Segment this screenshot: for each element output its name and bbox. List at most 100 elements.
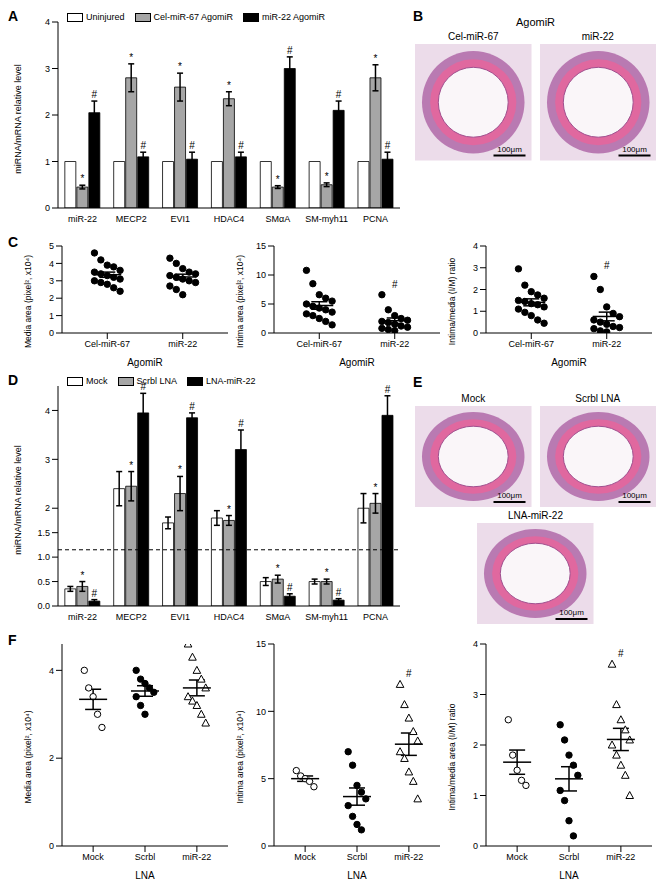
svg-text:Scrbl: Scrbl (559, 852, 580, 862)
svg-text:2: 2 (473, 285, 478, 295)
svg-text:miR-22: miR-22 (380, 339, 409, 349)
svg-text:*: * (178, 464, 182, 475)
svg-text:*: * (178, 61, 182, 72)
svg-text:miR-22: miR-22 (394, 852, 423, 862)
svg-text:#: # (238, 140, 244, 151)
svg-text:#: # (238, 418, 244, 429)
svg-text:#: # (604, 260, 610, 271)
svg-text:*: * (374, 53, 378, 64)
svg-text:100μm: 100μm (497, 145, 522, 154)
svg-text:miR-22: miR-22 (68, 612, 97, 622)
svg-text:Scrbl: Scrbl (347, 852, 368, 862)
svg-text:*: * (227, 504, 231, 515)
svg-text:1: 1 (473, 306, 478, 316)
svg-text:Intima/media area (I/M) ratio: Intima/media area (I/M) ratio (447, 703, 457, 810)
svg-text:miR-22: miR-22 (182, 852, 211, 862)
svg-text:miR-22: miR-22 (606, 852, 635, 862)
svg-text:#: # (287, 582, 293, 593)
svg-text:5: 5 (261, 774, 266, 784)
svg-text:PCNA: PCNA (363, 612, 388, 622)
svg-text:HDAC4: HDAC4 (214, 214, 245, 224)
svg-text:*: * (325, 171, 329, 182)
svg-text:3: 3 (473, 690, 478, 700)
svg-text:*: * (80, 173, 84, 184)
svg-text:#: # (92, 89, 98, 100)
svg-text:1.0: 1.0 (37, 552, 50, 562)
svg-text:HDAC4: HDAC4 (214, 612, 245, 622)
svg-text:3: 3 (45, 64, 50, 74)
svg-text:#: # (385, 384, 391, 395)
svg-text:3: 3 (49, 276, 54, 286)
svg-text:4: 4 (45, 17, 50, 27)
svg-text:#: # (287, 45, 293, 56)
svg-text:2: 2 (49, 293, 54, 303)
svg-text:4: 4 (49, 666, 54, 676)
svg-text:Scrbl: Scrbl (135, 852, 156, 862)
svg-text:4: 4 (49, 259, 54, 269)
svg-text:miRNA/mRNA relative level: miRNA/mRNA relative level (13, 64, 23, 174)
svg-text:Mock: Mock (82, 852, 104, 862)
svg-text:4: 4 (45, 406, 50, 416)
svg-text:3: 3 (473, 263, 478, 273)
svg-text:0: 0 (261, 328, 266, 338)
svg-text:100μm: 100μm (497, 491, 522, 500)
svg-text:15: 15 (256, 241, 266, 251)
svg-text:Intima/media (I/M) ratio: Intima/media (I/M) ratio (447, 258, 457, 346)
svg-text:#: # (140, 381, 146, 392)
svg-text:#: # (336, 587, 342, 598)
svg-text:*: * (227, 80, 231, 91)
svg-text:SM-myh11: SM-myh11 (305, 612, 348, 622)
svg-text:Cel-miR-67: Cel-miR-67 (297, 339, 343, 349)
svg-text:Mock: Mock (506, 852, 528, 862)
svg-text:miR-22: miR-22 (592, 339, 621, 349)
svg-text:0: 0 (261, 841, 266, 851)
svg-text:#: # (92, 588, 98, 599)
svg-text:miRNA/mRNA relative level: miRNA/mRNA relative level (13, 445, 23, 555)
svg-text:100μm: 100μm (622, 491, 647, 500)
svg-text:Intima area (pixel², x10⁴): Intima area (pixel², x10⁴) (235, 255, 245, 348)
svg-text:*: * (325, 567, 329, 578)
svg-text:0: 0 (473, 328, 478, 338)
svg-text:0: 0 (49, 841, 54, 851)
svg-text:0: 0 (45, 203, 50, 213)
svg-text:SMαA: SMαA (265, 612, 290, 622)
svg-text:*: * (80, 570, 84, 581)
svg-text:0: 0 (49, 328, 54, 338)
svg-text:#: # (189, 401, 195, 412)
svg-text:*: * (374, 482, 378, 493)
svg-text:AgomiR: AgomiR (339, 357, 375, 368)
svg-text:#: # (189, 140, 195, 151)
svg-text:Mock: Mock (294, 852, 316, 862)
svg-text:PCNA: PCNA (363, 214, 388, 224)
svg-text:LNA: LNA (559, 870, 579, 881)
svg-text:Intima area (pixel², x10⁴): Intima area (pixel², x10⁴) (235, 710, 245, 803)
svg-text:AgomiR: AgomiR (127, 357, 163, 368)
svg-text:2: 2 (45, 503, 50, 513)
svg-text:SM-myh11: SM-myh11 (305, 214, 348, 224)
svg-text:10: 10 (256, 270, 266, 280)
svg-text:#: # (618, 648, 624, 659)
svg-text:LNA: LNA (135, 870, 155, 881)
svg-text:1.5: 1.5 (37, 528, 50, 538)
svg-text:LNA: LNA (347, 870, 367, 881)
svg-text:1: 1 (49, 311, 54, 321)
svg-text:EVI1: EVI1 (170, 214, 190, 224)
svg-text:100μm: 100μm (622, 145, 647, 154)
svg-text:100μm: 100μm (559, 608, 584, 617)
svg-text:2: 2 (49, 753, 54, 763)
svg-text:Media area (pixel², x10⁴): Media area (pixel², x10⁴) (23, 255, 33, 348)
svg-text:Cel-miR-67: Cel-miR-67 (509, 339, 555, 349)
svg-text:0: 0 (473, 841, 478, 851)
svg-text:#: # (140, 140, 146, 151)
svg-text:0.0: 0.0 (37, 601, 50, 611)
svg-text:5: 5 (49, 241, 54, 251)
svg-text:*: * (129, 52, 133, 63)
svg-text:MECP2: MECP2 (116, 612, 147, 622)
svg-text:*: * (276, 563, 280, 574)
svg-text:miR-22: miR-22 (68, 214, 97, 224)
svg-text:2: 2 (45, 110, 50, 120)
svg-text:1: 1 (45, 157, 50, 167)
svg-text:*: * (276, 174, 280, 185)
svg-text:1: 1 (473, 791, 478, 801)
svg-text:2: 2 (473, 740, 478, 750)
